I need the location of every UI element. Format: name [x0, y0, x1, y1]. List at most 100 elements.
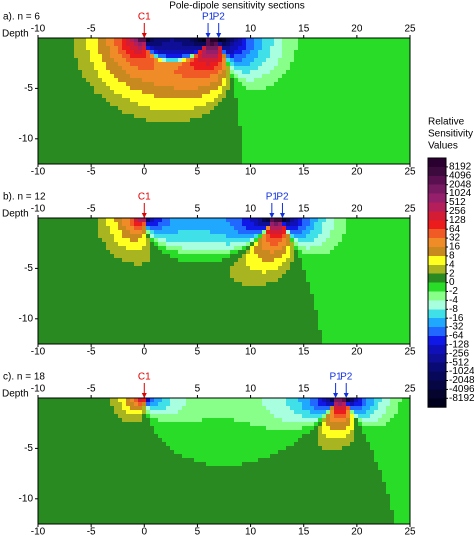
- sensitivity-cell: [210, 46, 215, 51]
- sensitivity-cell: [114, 142, 119, 147]
- sensitivity-cell: [218, 278, 223, 283]
- sensitivity-cell: [318, 298, 323, 303]
- sensitivity-cell: [158, 42, 163, 47]
- sensitivity-cell: [394, 270, 399, 275]
- sensitivity-cell: [134, 46, 139, 51]
- sensitivity-cell: [230, 94, 235, 99]
- sensitivity-cell: [94, 238, 99, 243]
- sensitivity-cell: [42, 146, 47, 151]
- sensitivity-cell: [210, 74, 215, 79]
- sensitivity-cell: [242, 58, 247, 63]
- sensitivity-cell: [190, 46, 195, 51]
- sensitivity-cell: [406, 262, 411, 267]
- sensitivity-cell: [402, 294, 407, 299]
- sensitivity-cell: [310, 78, 315, 83]
- sensitivity-cell: [330, 82, 335, 87]
- sensitivity-cell: [138, 86, 143, 91]
- sensitivity-cell: [222, 158, 227, 163]
- sensitivity-cell: [226, 238, 231, 243]
- sensitivity-cell: [98, 86, 103, 91]
- sensitivity-cell: [138, 38, 143, 43]
- sensitivity-cell: [262, 150, 267, 155]
- sensitivity-cell: [214, 250, 219, 255]
- sensitivity-cell: [58, 226, 63, 231]
- sensitivity-cell: [186, 94, 191, 99]
- sensitivity-cell: [266, 62, 271, 67]
- sensitivity-cell: [338, 82, 343, 87]
- sensitivity-cell: [226, 142, 231, 147]
- sensitivity-cell: [126, 102, 131, 107]
- sensitivity-cell: [134, 134, 139, 139]
- sensitivity-cell: [346, 246, 351, 251]
- sensitivity-cell: [70, 134, 75, 139]
- sensitivity-cell: [302, 258, 307, 263]
- sensitivity-cell: [266, 150, 271, 155]
- sensitivity-cell: [266, 94, 271, 99]
- sensitivity-cell: [258, 98, 263, 103]
- sensitivity-cell: [114, 258, 119, 263]
- sensitivity-cell: [406, 42, 411, 47]
- sensitivity-cell: [106, 102, 111, 107]
- sensitivity-cell: [390, 142, 395, 147]
- sensitivity-cell: [298, 122, 303, 127]
- sensitivity-cell: [182, 286, 187, 291]
- sensitivity-cell: [286, 274, 291, 279]
- sensitivity-cell: [50, 242, 55, 247]
- sensitivity-cell: [50, 230, 55, 235]
- sensitivity-cell: [106, 154, 111, 159]
- sensitivity-cell: [286, 294, 291, 299]
- sensitivity-cell: [286, 74, 291, 79]
- sensitivity-cell: [158, 110, 163, 115]
- sensitivity-cell: [326, 126, 331, 131]
- sensitivity-cell: [326, 146, 331, 151]
- sensitivity-cell: [90, 290, 95, 295]
- sensitivity-cell: [146, 50, 151, 55]
- sensitivity-cell: [102, 82, 107, 87]
- sensitivity-cell: [390, 82, 395, 87]
- sensitivity-cell: [262, 50, 267, 55]
- sensitivity-cell: [166, 230, 171, 235]
- sensitivity-cell: [122, 250, 127, 255]
- sensitivity-cell: [194, 42, 199, 47]
- sensitivity-cell: [170, 290, 175, 295]
- sensitivity-cell: [182, 238, 187, 243]
- sensitivity-cell: [306, 50, 311, 55]
- sensitivity-cell: [306, 62, 311, 67]
- sensitivity-cell: [38, 158, 43, 163]
- sensitivity-cell: [362, 86, 367, 91]
- sensitivity-cell: [98, 90, 103, 95]
- sensitivity-cell: [282, 162, 287, 165]
- sensitivity-cell: [278, 158, 283, 163]
- sensitivity-cell: [138, 150, 143, 155]
- sensitivity-cell: [354, 82, 359, 87]
- sensitivity-cell: [134, 234, 139, 239]
- sensitivity-cell: [54, 82, 59, 87]
- sensitivity-cell: [162, 118, 167, 123]
- sensitivity-cell: [74, 266, 79, 271]
- sensitivity-cell: [306, 218, 311, 223]
- sensitivity-cell: [58, 290, 63, 295]
- sensitivity-cell: [58, 102, 63, 107]
- sensitivity-cell: [234, 50, 239, 55]
- sensitivity-cell: [370, 250, 375, 255]
- sensitivity-cell: [134, 258, 139, 263]
- sensitivity-cell: [146, 238, 151, 243]
- sensitivity-cell: [350, 250, 355, 255]
- sensitivity-cell: [186, 66, 191, 71]
- sensitivity-cell: [146, 62, 151, 67]
- sensitivity-cell: [94, 74, 99, 79]
- sensitivity-cell: [134, 98, 139, 103]
- sensitivity-cell: [250, 54, 255, 59]
- sensitivity-cell: [110, 274, 115, 279]
- sensitivity-cell: [330, 62, 335, 67]
- sensitivity-cell: [202, 102, 207, 107]
- sensitivity-cell: [334, 102, 339, 107]
- sensitivity-cell: [98, 298, 103, 303]
- sensitivity-cell: [394, 262, 399, 267]
- sensitivity-cell: [222, 246, 227, 251]
- sensitivity-cell: [338, 234, 343, 239]
- sensitivity-cell: [390, 282, 395, 287]
- sensitivity-cell: [78, 86, 83, 91]
- x-tick-label: 20: [351, 167, 363, 178]
- sensitivity-cell: [278, 106, 283, 111]
